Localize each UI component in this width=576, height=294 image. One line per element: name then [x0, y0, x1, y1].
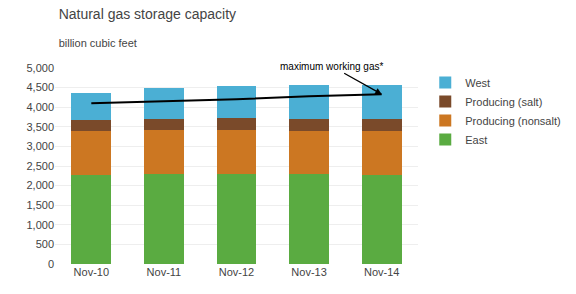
svg-text:5,000: 5,000: [26, 62, 54, 74]
svg-text:4,500: 4,500: [26, 81, 54, 93]
svg-text:West: West: [465, 77, 490, 89]
svg-text:1,000: 1,000: [26, 219, 54, 231]
svg-text:2,500: 2,500: [26, 160, 54, 172]
svg-text:Nov-13: Nov-13: [291, 266, 326, 278]
svg-text:maximum working gas*: maximum working gas*: [280, 61, 383, 72]
svg-text:Natural gas storage capacity: Natural gas storage capacity: [59, 6, 236, 22]
svg-text:1,500: 1,500: [26, 199, 54, 211]
svg-text:Producing (nonsalt): Producing (nonsalt): [465, 115, 560, 127]
svg-text:0: 0: [48, 258, 54, 270]
svg-text:Producing (salt): Producing (salt): [465, 96, 542, 108]
svg-text:2,000: 2,000: [26, 179, 54, 191]
svg-text:Nov-12: Nov-12: [219, 266, 254, 278]
svg-text:4,000: 4,000: [26, 101, 54, 113]
svg-text:East: East: [465, 134, 487, 146]
svg-text:3,500: 3,500: [26, 121, 54, 133]
svg-text:Nov-14: Nov-14: [364, 266, 399, 278]
svg-text:billion cubic feet: billion cubic feet: [59, 37, 137, 49]
svg-text:500: 500: [36, 238, 54, 250]
svg-text:Nov-10: Nov-10: [74, 266, 109, 278]
svg-text:Nov-11: Nov-11: [147, 266, 182, 278]
svg-text:3,000: 3,000: [26, 140, 54, 152]
